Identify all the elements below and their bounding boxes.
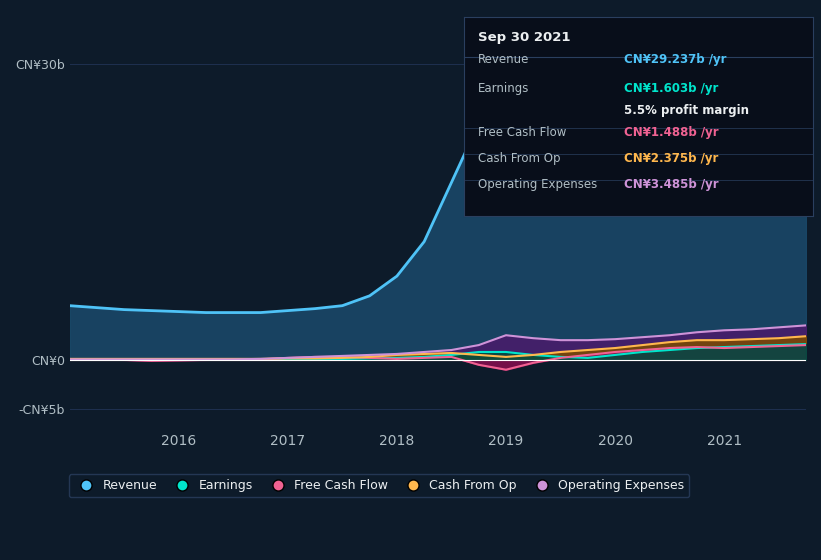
Text: CN¥29.237b /yr: CN¥29.237b /yr: [624, 53, 727, 66]
Legend: Revenue, Earnings, Free Cash Flow, Cash From Op, Operating Expenses: Revenue, Earnings, Free Cash Flow, Cash …: [69, 474, 689, 497]
Text: CN¥2.375b /yr: CN¥2.375b /yr: [624, 152, 718, 165]
Text: Sep 30 2021: Sep 30 2021: [478, 31, 571, 44]
Text: CN¥1.603b /yr: CN¥1.603b /yr: [624, 82, 718, 95]
Text: Free Cash Flow: Free Cash Flow: [478, 126, 566, 139]
Text: Cash From Op: Cash From Op: [478, 152, 560, 165]
Text: CN¥3.485b /yr: CN¥3.485b /yr: [624, 178, 719, 191]
Text: Operating Expenses: Operating Expenses: [478, 178, 597, 191]
Text: Earnings: Earnings: [478, 82, 530, 95]
Text: Revenue: Revenue: [478, 53, 530, 66]
Text: 5.5% profit margin: 5.5% profit margin: [624, 104, 750, 117]
Text: CN¥1.488b /yr: CN¥1.488b /yr: [624, 126, 719, 139]
